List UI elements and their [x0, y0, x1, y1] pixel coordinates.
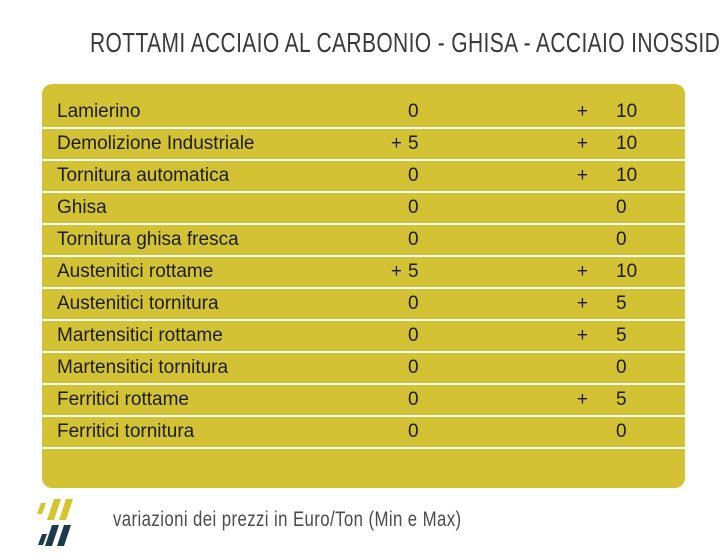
material-label: Austenitici rottame: [57, 261, 214, 282]
table-row: Tornitura ghisa fresca 0 0: [42, 225, 685, 257]
table-row: Demolizione Industriale + 5 + 10: [42, 129, 685, 161]
max-value: 5: [616, 293, 627, 314]
material-label: Austenitici tornitura: [57, 293, 219, 314]
min-value: 0: [408, 197, 419, 218]
max-value: 10: [616, 261, 638, 282]
max-sign: +: [576, 133, 588, 154]
material-label: Tornitura automatica: [57, 165, 230, 186]
min-value: 0: [408, 357, 419, 378]
material-label: Ghisa: [57, 197, 107, 218]
table-row: Austenitici tornitura 0 + 5: [42, 289, 685, 321]
max-sign: +: [576, 325, 588, 346]
max-value: 5: [616, 389, 627, 410]
table-row: Tornitura automatica 0 + 10: [42, 161, 685, 193]
table-row: Lamierino 0 + 10: [42, 97, 685, 129]
min-sign: +: [390, 133, 402, 154]
min-value: 0: [408, 165, 419, 186]
material-label: Demolizione Industriale: [57, 133, 255, 154]
material-label: Martensitici tornitura: [57, 357, 229, 378]
max-value: 10: [616, 133, 638, 154]
table-row: Martensitici tornitura 0 0: [42, 353, 685, 385]
page-title: ROTTAMI ACCIAIO AL CARBONIO - GHISA - AC…: [90, 27, 720, 58]
max-value: 10: [616, 165, 638, 186]
material-label: Martensitici rottame: [57, 325, 223, 346]
max-value: 0: [616, 357, 627, 378]
siderweb-logo-icon: [37, 499, 73, 546]
material-label: Ferritici tornitura: [57, 421, 195, 442]
min-value: 0: [408, 101, 419, 122]
min-value: 0: [408, 421, 419, 442]
max-sign: +: [576, 261, 588, 282]
table-row: Ferritici tornitura 0 0: [42, 417, 685, 449]
min-sign: +: [390, 261, 402, 282]
price-table: Lamierino 0 + 10 Demolizione Industriale…: [42, 84, 685, 488]
material-label: Tornitura ghisa fresca: [57, 229, 239, 250]
max-value: 0: [616, 421, 627, 442]
material-label: Ferritici rottame: [57, 389, 189, 410]
max-sign: +: [576, 165, 588, 186]
table-row: Austenitici rottame + 5 + 10: [42, 257, 685, 289]
min-value: 0: [408, 389, 419, 410]
min-value: 0: [408, 229, 419, 250]
min-value: 5: [408, 133, 419, 154]
table-row: Ferritici rottame 0 + 5: [42, 385, 685, 417]
footer-caption: variazioni dei prezzi in Euro/Ton (Min e…: [113, 508, 462, 531]
max-value: 5: [616, 325, 627, 346]
material-label: Lamierino: [57, 101, 141, 122]
max-value: 0: [616, 229, 627, 250]
max-value: 10: [616, 101, 638, 122]
table-row: Martensitici rottame 0 + 5: [42, 321, 685, 353]
min-value: 0: [408, 293, 419, 314]
max-sign: +: [576, 293, 588, 314]
table-row: Ghisa 0 0: [42, 193, 685, 225]
min-value: 0: [408, 325, 419, 346]
max-value: 0: [616, 197, 627, 218]
max-sign: +: [576, 101, 588, 122]
max-sign: +: [576, 389, 588, 410]
min-value: 5: [408, 261, 419, 282]
